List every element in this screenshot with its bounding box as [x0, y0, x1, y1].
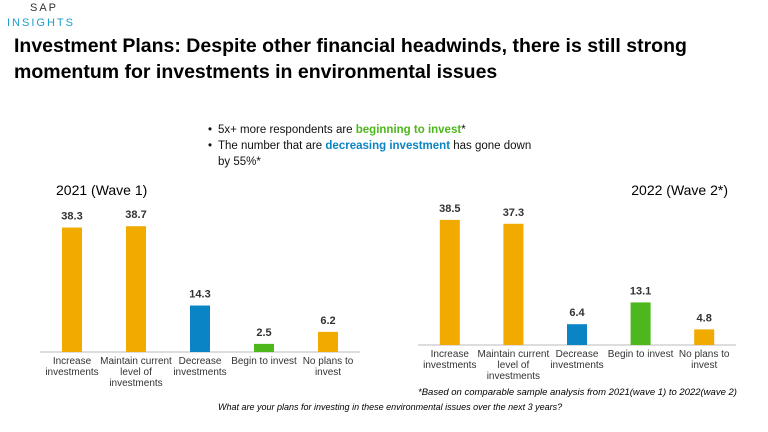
bar [190, 305, 210, 352]
value-label: 13.1 [630, 285, 651, 297]
chart-title: 2022 (Wave 2*) [631, 182, 728, 198]
x-tick-label: No plans to invest [302, 356, 354, 378]
x-tick-label: No plans to invest [678, 349, 730, 371]
bullet: The number that are decreasing investmen… [208, 138, 538, 170]
bullet: 5x+ more respondents are beginning to in… [208, 122, 538, 138]
bar [503, 223, 524, 345]
x-tick-label: Maintain current level of investments [477, 349, 550, 382]
value-label: 14.3 [189, 289, 210, 301]
text: * [461, 124, 466, 136]
highlight: decreasing investment [325, 140, 451, 152]
bar [439, 219, 460, 345]
bar [62, 227, 82, 352]
x-tick-label: Begin to invest [231, 356, 297, 367]
bar [630, 302, 651, 345]
value-label: 4.8 [697, 312, 712, 324]
value-label: 6.2 [320, 315, 335, 327]
slide-title: Investment Plans: Despite other financia… [14, 35, 687, 83]
x-tick-label: Increase investments [45, 356, 99, 378]
value-label: 38.3 [61, 211, 82, 223]
bar [567, 324, 587, 345]
text: 5x+ more respondents are [218, 124, 356, 136]
x-tick-label: Decrease investments [173, 356, 227, 378]
value-label: 6.4 [569, 307, 585, 319]
footnote: *Based on comparable sample analysis fro… [418, 387, 737, 398]
bullets: 5x+ more respondents are beginning to in… [208, 122, 538, 170]
text: has gone down by 55%* [218, 140, 532, 168]
x-tick-label: Begin to invest [607, 349, 674, 360]
bar [694, 329, 715, 345]
text: The number that are [218, 140, 326, 152]
value-label: 2.5 [256, 327, 271, 339]
bar [254, 343, 274, 352]
chart-title: 2021 (Wave 1) [56, 182, 148, 198]
value-label: 38.7 [125, 209, 146, 221]
value-label: 38.5 [439, 203, 460, 215]
logo-brand: SAP [30, 2, 59, 14]
x-tick-label: Increase investments [423, 349, 477, 371]
value-label: 37.3 [503, 207, 524, 219]
bar [126, 226, 146, 352]
question: What are your plans for investing in the… [218, 402, 563, 412]
logo-product: INSIGHTS [7, 17, 75, 29]
x-tick-label: Decrease investments [550, 349, 604, 371]
highlight: beginning to invest [355, 124, 462, 136]
bar [318, 331, 338, 352]
x-tick-label: Maintain current level of investments [100, 356, 172, 389]
